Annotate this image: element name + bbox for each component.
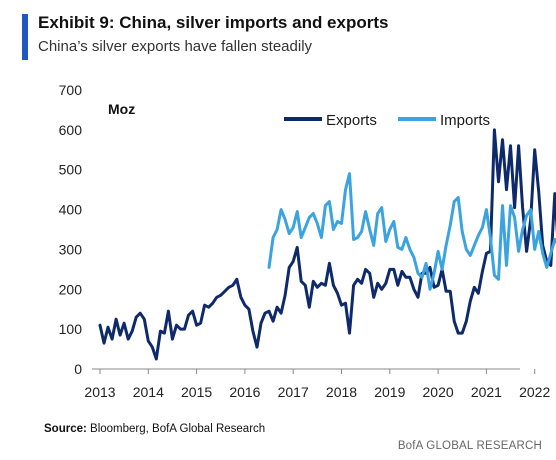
x-tick-label: 2020 — [423, 384, 454, 400]
y-tick-label: 600 — [59, 122, 83, 138]
y-axis: 0 100 200 300 400 500 600 700 — [59, 82, 83, 377]
chart-subtitle: China’s silver exports have fallen stead… — [38, 38, 313, 55]
x-tick-label: 2017 — [278, 384, 309, 400]
series-line-imports — [267, 172, 556, 291]
series-line-exports — [98, 128, 556, 361]
y-tick-label: 500 — [59, 162, 83, 178]
y-tick-label: 700 — [59, 82, 83, 98]
x-tick-label: 2014 — [133, 384, 164, 400]
series-group — [98, 128, 556, 361]
x-tick-label: 2022 — [519, 384, 550, 400]
y-tick-label: 100 — [59, 321, 83, 337]
chart-title: Exhibit 9: China, silver imports and exp… — [38, 13, 389, 32]
x-axis: 2013 2014 2015 2016 2017 2018 2019 2020 2021 2022… — [84, 368, 550, 400]
x-tick-label: 2013 — [84, 384, 115, 400]
x-tick-label: 2018 — [326, 384, 357, 400]
x-tick-label: 2019 — [374, 384, 405, 400]
legend-label-imports: Imports — [440, 112, 490, 129]
y-tick-label: 200 — [59, 281, 83, 297]
x-tick-label: 2015 — [181, 384, 212, 400]
y-tick-label: 400 — [59, 202, 83, 218]
x-tick-label: 2016 — [229, 384, 260, 400]
unit-label: Moz — [108, 101, 135, 117]
legend-label-exports: Exports — [326, 112, 377, 129]
legend: Exports Imports — [284, 112, 490, 129]
source-note: Source: Bloomberg, BofA Global Research — [44, 423, 265, 435]
x-tick-label: 2021 — [471, 384, 502, 400]
source-text: Bloomberg, BofA Global Research — [86, 423, 266, 435]
y-tick-label: 0 — [74, 361, 82, 377]
y-tick-label: 300 — [59, 241, 83, 257]
title-accent-bar — [22, 14, 28, 60]
source-label: Source: — [44, 423, 87, 435]
bofa-credit: BofA GLOBAL RESEARCH — [397, 440, 542, 452]
